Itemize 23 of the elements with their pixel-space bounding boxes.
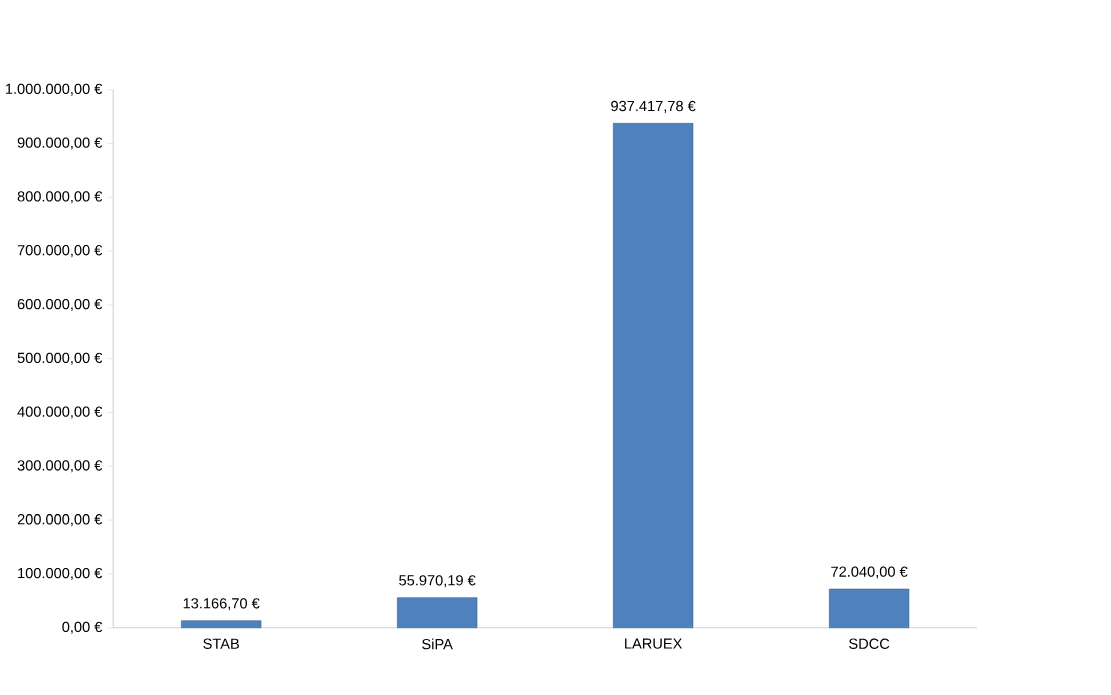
data-label: 13.166,70 €: [183, 598, 260, 611]
y-tick-label: 100.000,00 €: [18, 568, 103, 581]
data-label: 55.970,19 €: [399, 575, 476, 588]
bar: [613, 123, 694, 629]
x-tick-label: LARUEX: [625, 638, 683, 649]
y-tick-label: 200.000,00 €: [17, 514, 103, 527]
bar: [397, 597, 478, 629]
y-tick-label: 600.000,00 €: [17, 299, 103, 312]
y-tick-label: 800.000,00 €: [17, 191, 103, 204]
y-tick-label: 500.000,00 €: [17, 352, 103, 365]
x-tick-label: SiPA: [422, 638, 453, 650]
bar: [181, 620, 262, 629]
x-tick-label: SDCC: [849, 638, 890, 650]
y-tick-label: 1.000.000,00 €: [5, 83, 103, 96]
y-tick-label: 300.000,00 €: [17, 460, 103, 473]
data-label: 937.417,78 €: [611, 101, 696, 114]
data-label: 72.040,00 €: [831, 566, 908, 579]
y-tick-label: 900.000,00 €: [17, 137, 103, 150]
y-tick-label: 0,00 €: [62, 621, 103, 635]
x-tick-label: STAB: [203, 638, 239, 650]
y-tick-label: 700.000,00 €: [17, 245, 103, 258]
bar: [828, 588, 910, 629]
y-tick-label: 400.000,00 €: [17, 406, 103, 419]
